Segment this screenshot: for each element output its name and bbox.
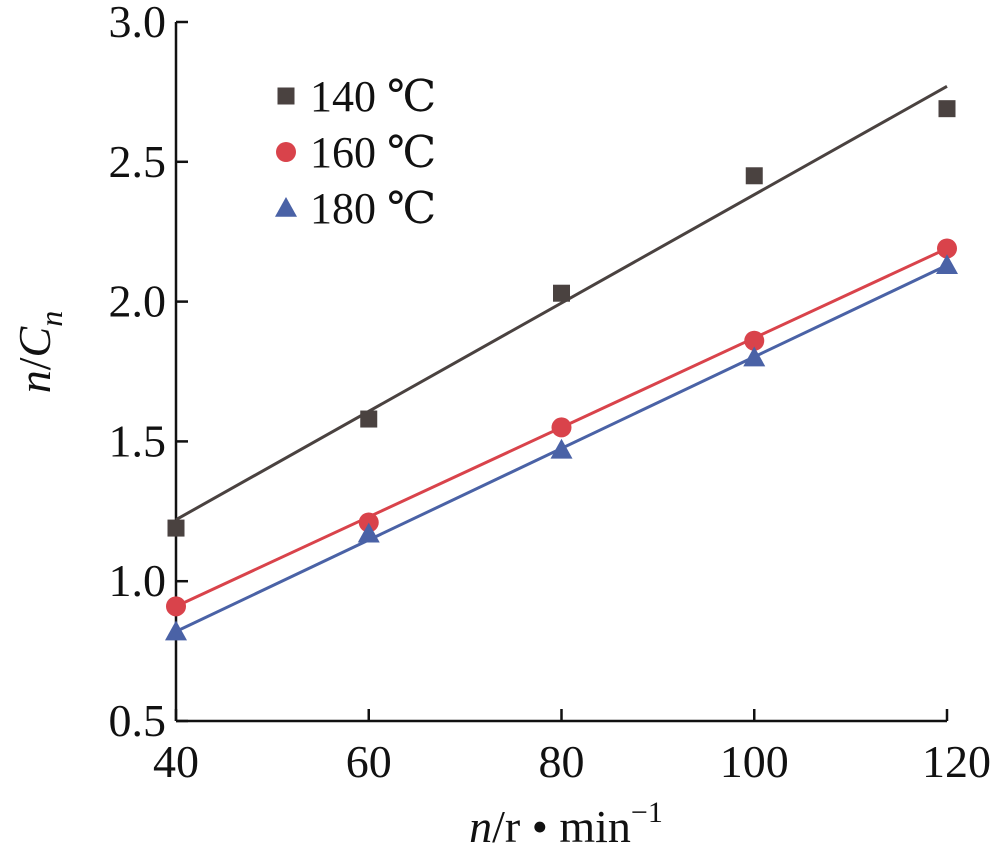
- legend-label-2: 160 ℃: [310, 128, 436, 177]
- point-series3-3: [743, 346, 766, 367]
- point-series3-1: [357, 522, 380, 543]
- x-axis-label: n/r • min−1: [469, 796, 663, 849]
- point-series1-2: [553, 284, 570, 302]
- y-tick-label: 2.0: [109, 276, 167, 327]
- point-series1-3: [745, 167, 763, 185]
- legend-label-1: 140 ℃: [310, 72, 436, 121]
- legend-marker-1: [277, 87, 295, 105]
- point-series1-4: [938, 100, 956, 118]
- point-series2-1: [358, 512, 379, 533]
- y-tick-label: 1.0: [109, 555, 167, 606]
- legend: 140 ℃ 160 ℃ 180 ℃: [275, 72, 436, 233]
- point-series3-4: [936, 254, 958, 275]
- y-tick-label: 0.5: [109, 695, 167, 746]
- legend-marker-2: [276, 142, 296, 162]
- y-tick-label: 3.0: [109, 0, 167, 47]
- data-points: [165, 100, 958, 641]
- x-tick-label: 80: [539, 736, 585, 787]
- point-series3-0: [165, 620, 187, 641]
- point-series1-0: [167, 519, 185, 537]
- point-series2-0: [166, 596, 186, 617]
- y-tick-label: 2.5: [109, 136, 167, 187]
- x-tick-label: 40: [153, 736, 199, 787]
- point-series2-4: [937, 238, 957, 259]
- ticks: 0.5 1.0 1.5 2.0 2.5 3.0 40 60 80 100 120: [109, 0, 992, 787]
- fit-line-1: [175, 85, 948, 521]
- fit-lines: [175, 85, 948, 633]
- point-series1-1: [360, 410, 378, 428]
- point-series2-2: [551, 417, 572, 438]
- x-tick-label: 120: [922, 736, 991, 787]
- y-axis-label: n/Cn: [9, 311, 69, 393]
- legend-label-3: 180 ℃: [310, 184, 436, 233]
- axes: [174, 22, 947, 723]
- point-series3-2: [550, 438, 573, 459]
- point-series2-3: [744, 330, 765, 351]
- x-tick-label: 100: [720, 736, 789, 787]
- y-tick-label: 1.5: [109, 415, 167, 466]
- x-tick-label: 60: [346, 736, 392, 787]
- legend-marker-3: [275, 197, 297, 217]
